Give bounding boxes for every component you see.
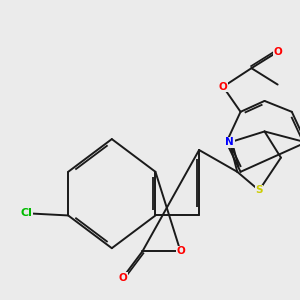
Text: N: N <box>225 137 234 147</box>
Text: O: O <box>176 247 185 256</box>
Text: O: O <box>273 47 282 57</box>
Text: Cl: Cl <box>21 208 33 218</box>
Text: O: O <box>219 82 227 92</box>
Text: S: S <box>255 185 263 195</box>
Text: O: O <box>118 273 127 283</box>
